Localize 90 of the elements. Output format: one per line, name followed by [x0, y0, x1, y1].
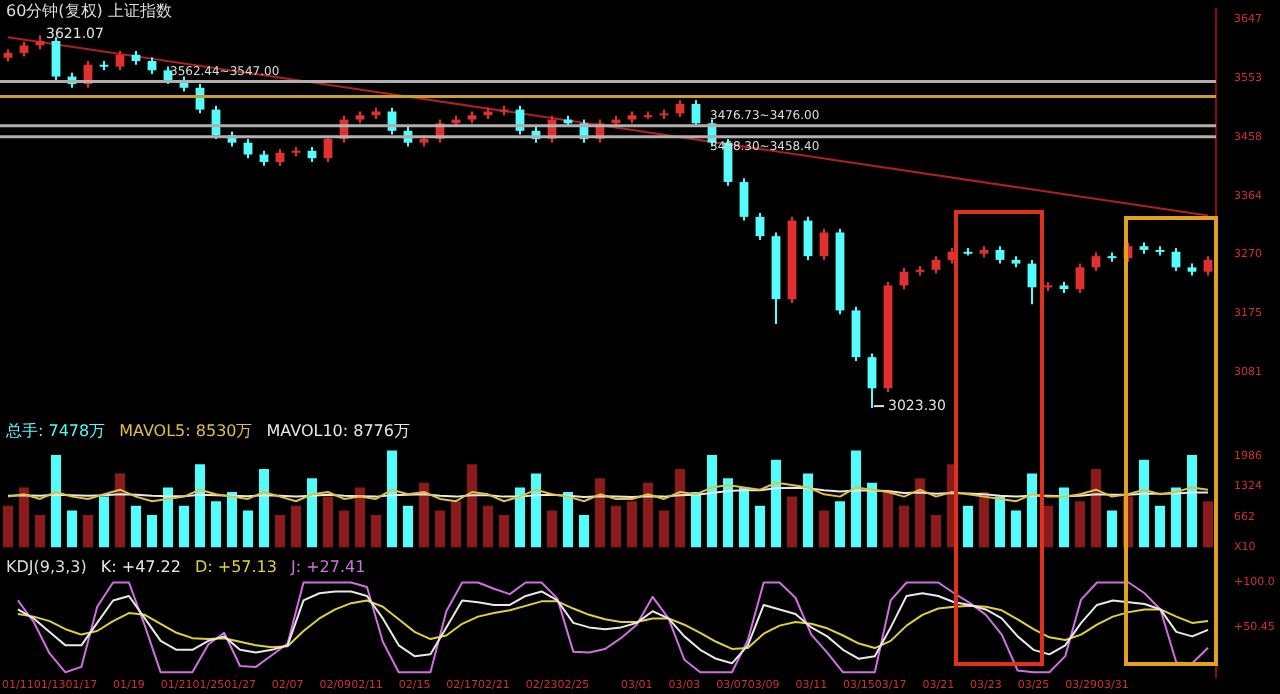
bar: [226, 492, 238, 548]
bar: [802, 473, 814, 548]
bar: [1154, 505, 1166, 548]
bar: [50, 455, 62, 548]
bar: [258, 468, 270, 548]
bar: [34, 515, 46, 548]
bar: [642, 482, 654, 548]
bar: [1026, 473, 1038, 548]
bar: [834, 501, 846, 548]
bar: [450, 501, 462, 548]
bar: [1170, 487, 1182, 548]
bar: [210, 501, 222, 548]
bar: [578, 515, 590, 548]
bar: [146, 515, 158, 548]
bar: [738, 487, 750, 548]
bar: [2, 505, 14, 548]
bar: [130, 505, 142, 548]
bar: [594, 478, 606, 548]
bar: [754, 505, 766, 548]
bar: [898, 505, 910, 548]
bar: [562, 492, 574, 548]
bar: [978, 492, 990, 548]
bar: [402, 505, 414, 548]
bar: [914, 478, 926, 548]
bar: [434, 510, 446, 548]
bar: [162, 487, 174, 548]
bar: [98, 496, 110, 548]
bar: [66, 510, 78, 548]
bar: [18, 487, 30, 548]
bar: [1058, 487, 1070, 548]
candlestick: [739, 177, 749, 222]
candlestick: [819, 227, 829, 261]
bar: [322, 496, 334, 548]
series-label: 总手: 7478万: [6, 422, 106, 440]
bar: [1186, 455, 1198, 548]
bar: [722, 478, 734, 548]
bar: [1106, 510, 1118, 548]
bar: [690, 492, 702, 548]
candlestick: [243, 137, 253, 160]
bar: [930, 515, 942, 548]
candlestick: [51, 36, 61, 82]
bar: [818, 510, 830, 548]
bar: [306, 478, 318, 548]
bar: [658, 510, 670, 548]
bar: [82, 515, 94, 548]
bar: [882, 492, 894, 548]
bar: [194, 464, 206, 548]
bar: [514, 487, 526, 548]
bar: [418, 482, 430, 548]
bar: [274, 515, 286, 548]
text: MAVOL10: 8776万: [266, 422, 410, 440]
bar: [626, 501, 638, 548]
bar: [1090, 468, 1102, 548]
bar: [994, 496, 1006, 548]
bar: [498, 515, 510, 548]
candlestick: [1075, 262, 1085, 294]
bar: [706, 455, 718, 548]
bar: [786, 496, 798, 548]
bar: [530, 473, 542, 548]
candlestick: [851, 305, 861, 362]
chart-title: KDJ(9,3,3): [6, 558, 87, 576]
candlestick: [115, 50, 125, 72]
candlestick: [867, 352, 877, 410]
bar: [290, 505, 302, 548]
bar: [610, 505, 622, 548]
bar: [354, 487, 366, 548]
series-label: K: +47.22: [100, 558, 181, 576]
candlestick: [1203, 255, 1213, 277]
bar: [178, 505, 190, 548]
bar: [1202, 501, 1214, 548]
bar: [114, 473, 126, 548]
bar: [338, 510, 350, 548]
bar: [466, 464, 478, 548]
text: D: +57.13: [194, 558, 277, 576]
bar: [546, 510, 558, 548]
bar: [770, 459, 782, 548]
bar: [962, 505, 974, 548]
bar: [386, 450, 398, 548]
bar: [1010, 510, 1022, 548]
series-label: J: +27.41: [290, 558, 366, 576]
bar: [1138, 459, 1150, 548]
bar: [850, 450, 862, 548]
bar: [370, 515, 382, 548]
bar: [866, 482, 878, 548]
bar: [1074, 501, 1086, 548]
bar: [482, 505, 494, 548]
text: MAVOL5: 8530万: [119, 422, 253, 440]
bar: [674, 468, 686, 548]
bar: [242, 510, 254, 548]
chart-title: 60分钟(复权) 上证指数: [6, 2, 172, 20]
